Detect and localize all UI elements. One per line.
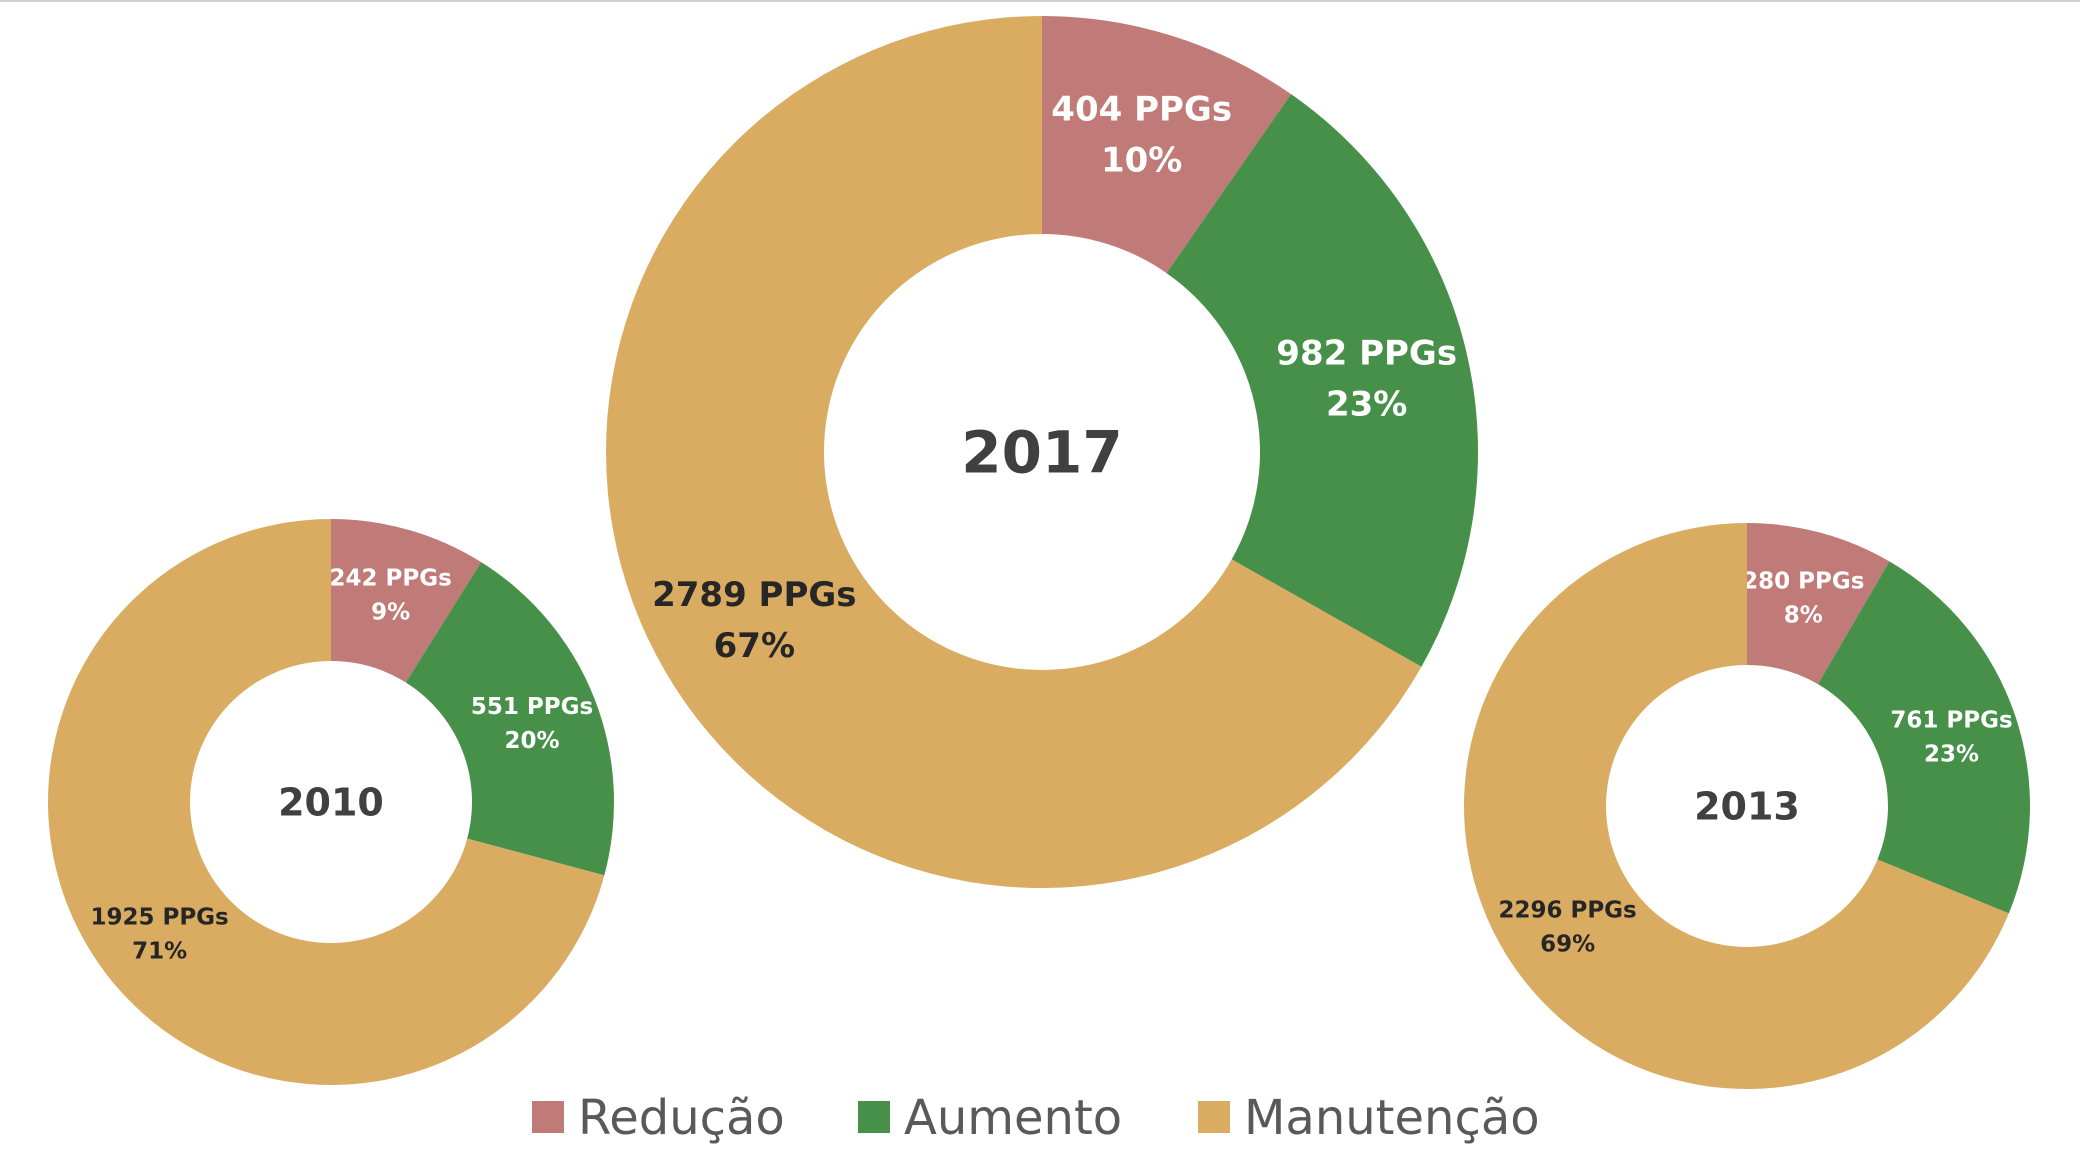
percent-label-reducao-2017: 10% [1101, 141, 1182, 181]
legend-label-aumento: Aumento [904, 1090, 1122, 1146]
legend-item-reducao: Redução [532, 1090, 785, 1146]
center-label-2013: 2013 [1694, 784, 1800, 828]
value-label-manutencao-2013: 2296 PPGs [1498, 897, 1636, 923]
top-border [0, 0, 2080, 2]
value-label-reducao-2013: 280 PPGs [1742, 569, 1864, 595]
value-label-reducao-2017: 404 PPGs [1051, 90, 1232, 130]
percent-label-reducao-2010: 9% [371, 599, 410, 625]
slice-aumento-2010 [405, 562, 614, 876]
donut-2013: 280 PPGs 8% 761 PPGs 23% 2296 PPGs 69% 2013 [1463, 523, 2030, 1089]
percent-label-aumento-2010: 20% [504, 728, 559, 754]
legend-swatch-manutencao [1198, 1101, 1230, 1133]
legend-swatch-reducao [532, 1101, 564, 1133]
value-label-aumento-2010: 551 PPGs [471, 694, 593, 720]
legend-label-reducao: Redução [578, 1090, 785, 1146]
donut-2010: 242 PPGs 9% 551 PPGs 20% 1925 PPGs 71% 2010 [48, 519, 614, 1085]
legend-item-aumento: Aumento [858, 1090, 1122, 1146]
center-label-2010: 2010 [278, 780, 384, 824]
legend-label-manutencao: Manutenção [1244, 1090, 1540, 1146]
legend-item-manutencao: Manutenção [1198, 1090, 1540, 1146]
value-label-reducao-2010: 242 PPGs [329, 565, 451, 591]
percent-label-aumento-2017: 23% [1326, 384, 1407, 424]
slice-reducao-2010 [331, 519, 482, 683]
chart-legend: Redução Aumento Manutenção [532, 1090, 1540, 1146]
donut-2017: 404 PPGs 10% 982 PPGs 23% 2789 PPGs 67% 2017 [605, 16, 1479, 888]
value-label-manutencao-2010: 1925 PPGs [90, 904, 228, 930]
percent-label-manutencao-2013: 69% [1540, 931, 1595, 957]
center-label-2017: 2017 [961, 418, 1122, 486]
slice-reducao-2017 [1042, 16, 1292, 274]
percent-label-manutencao-2017: 67% [714, 626, 795, 666]
value-label-manutencao-2017: 2789 PPGs [652, 575, 856, 615]
value-label-aumento-2017: 982 PPGs [1276, 333, 1457, 373]
slice-aumento-2013 [1817, 561, 2030, 914]
slice-reducao-2013 [1747, 523, 1890, 685]
slice-manutencao-2017 [605, 16, 1422, 888]
slice-manutencao-2013 [1463, 523, 2009, 1089]
percent-label-reducao-2013: 8% [1784, 603, 1823, 629]
slice-manutencao-2010 [48, 519, 605, 1085]
value-label-aumento-2013: 761 PPGs [1890, 708, 2012, 734]
legend-swatch-aumento [858, 1101, 890, 1133]
percent-label-aumento-2013: 23% [1924, 742, 1979, 768]
slice-aumento-2017 [1166, 94, 1479, 667]
percent-label-manutencao-2010: 71% [132, 938, 187, 964]
